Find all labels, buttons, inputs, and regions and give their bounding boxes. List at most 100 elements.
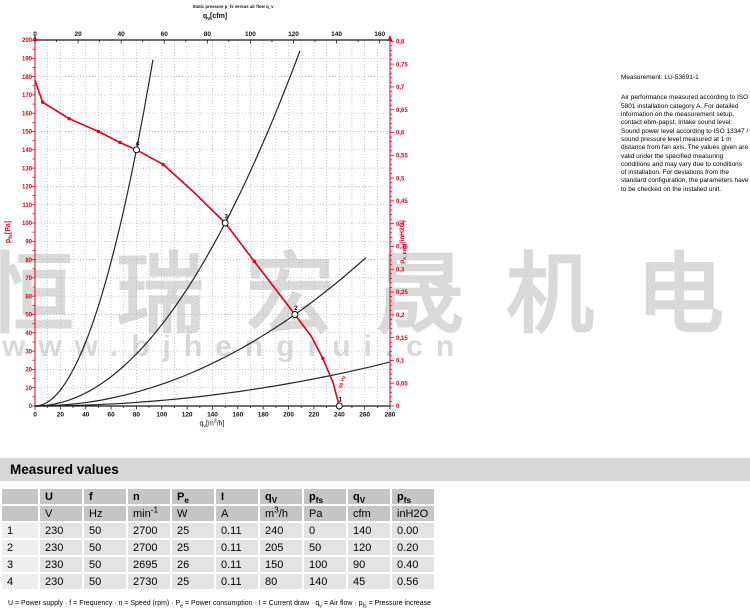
table-cell: 90 xyxy=(348,557,390,572)
row-label-cell xyxy=(2,506,38,521)
table-cell: 230 xyxy=(40,540,82,555)
table-cell: 50 xyxy=(304,540,346,555)
left-tick-label: 90 xyxy=(25,240,32,246)
right-axis-arrow-icon xyxy=(387,35,393,41)
top-tick-label: 0 xyxy=(33,31,37,38)
left-tick-label: 140 xyxy=(22,148,33,154)
system-resistance-curve xyxy=(34,257,367,407)
bottom-tick-label: 200 xyxy=(283,412,294,419)
performance-chart: 0102030405060708090100110120130140150160… xyxy=(5,4,408,430)
top-tick-label: 80 xyxy=(204,31,212,38)
table-cell: 140 xyxy=(304,574,346,589)
bottom-tick-label: 0 xyxy=(33,412,37,419)
bottom-tick-label: 20 xyxy=(57,412,65,419)
top-tick-label: 120 xyxy=(288,31,299,38)
table-cell: n xyxy=(128,489,170,504)
table-row: 1 230 50 2700 25 0.11 240 0 140 0.00 xyxy=(2,523,434,538)
table-cell: 0.11 xyxy=(216,557,258,572)
table-cell: 2700 xyxy=(128,540,170,555)
right-tick-label: 0,5 xyxy=(396,176,405,182)
top-tick-label: 160 xyxy=(374,31,385,38)
right-axis-title: ps_EBM[inH2O] xyxy=(399,220,408,264)
bottom-tick-label: 120 xyxy=(182,412,193,419)
system-resistance-curve xyxy=(34,59,154,407)
table-cell: I xyxy=(216,489,258,504)
right-tick-label: 0,05 xyxy=(396,381,408,387)
table-cell: Pa xyxy=(304,506,346,521)
left-tick-label: 180 xyxy=(22,75,33,81)
table-cell: Pe xyxy=(172,489,214,504)
operating-point-marker xyxy=(335,402,343,410)
table-cell: cfm xyxy=(348,506,390,521)
left-tick-label: 110 xyxy=(22,203,32,209)
left-tick-label: 20 xyxy=(25,368,32,374)
measured-point-dot xyxy=(252,259,257,264)
measured-values-title: Measured values xyxy=(10,462,119,477)
row-label-cell: 3 xyxy=(2,557,38,572)
table-cell: 50 xyxy=(84,557,126,572)
measured-point-dot xyxy=(161,162,165,167)
left-tick-label: 170 xyxy=(22,93,33,99)
left-tick-label: 100 xyxy=(22,221,33,227)
left-tick-label: 80 xyxy=(25,258,32,264)
operating-point-marker xyxy=(221,219,229,227)
right-tick-label: 0 xyxy=(396,404,400,410)
operating-point-number: 4 xyxy=(136,140,140,147)
operating-point-marker xyxy=(132,146,140,154)
right-tick-label: 0,1 xyxy=(396,359,405,365)
table-cell: 0.00 xyxy=(392,523,434,538)
table-cell: 240 xyxy=(260,523,302,538)
table-cell: 80 xyxy=(260,574,302,589)
measured-point-dot xyxy=(67,116,71,121)
right-tick-label: 0,15 xyxy=(396,336,408,342)
table-cell: 230 xyxy=(40,574,82,589)
measured-point-dot xyxy=(40,100,45,104)
left-tick-label: 30 xyxy=(25,349,32,355)
right-tick-label: 0,45 xyxy=(396,199,408,205)
table-cell: 0.56 xyxy=(392,574,434,589)
table-cell: 230 xyxy=(40,557,82,572)
top-axis-title: qv[cfm] xyxy=(203,13,227,22)
right-tick-label: 0,35 xyxy=(396,245,408,251)
bottom-tick-label: 80 xyxy=(133,412,141,419)
table-cell: 0.11 xyxy=(216,574,258,589)
table-cell: 50 xyxy=(84,523,126,538)
operating-point-number: 1 xyxy=(338,397,342,404)
row-label-cell xyxy=(2,489,38,504)
table-cell: 25 xyxy=(172,523,214,538)
table-cell: 50 xyxy=(84,574,126,589)
table-cell: 150 xyxy=(260,557,302,572)
left-tick-label: 10 xyxy=(25,386,32,392)
left-tick-label: 200 xyxy=(22,38,33,44)
measured-values-band: Measured values xyxy=(0,458,750,481)
table-cell: 2730 xyxy=(128,574,170,589)
table-cell: 50 xyxy=(84,540,126,555)
bottom-axis-title: qv[m3/h] xyxy=(199,419,224,430)
table-cell: m3/h xyxy=(260,506,302,521)
row-label-cell: 1 xyxy=(2,523,38,538)
fan-curve-label: 50 Hz xyxy=(338,374,347,389)
row-label-cell: 2 xyxy=(2,540,38,555)
right-tick-label: 0,2 xyxy=(396,313,405,319)
right-tick-label: 0,3 xyxy=(396,267,405,273)
right-tick-label: 0,75 xyxy=(396,62,408,68)
operating-point-number: 3 xyxy=(224,214,228,221)
bottom-tick-label: 240 xyxy=(334,412,345,419)
bottom-tick-label: 180 xyxy=(258,412,269,419)
table-cell: 2695 xyxy=(128,557,170,572)
table-cell: V xyxy=(40,506,82,521)
bottom-tick-label: 60 xyxy=(107,412,115,419)
measured-point-dot xyxy=(118,140,122,145)
left-tick-label: 0 xyxy=(29,404,33,410)
table-cell: A xyxy=(216,506,258,521)
table-cell: 0.20 xyxy=(392,540,434,555)
top-tick-label: 20 xyxy=(74,31,82,38)
right-tick-label: 0,65 xyxy=(396,108,408,114)
top-tick-label: 100 xyxy=(245,31,256,38)
measurement-id: Measurement: LU-53691-1 xyxy=(621,74,699,81)
left-tick-label: 160 xyxy=(22,111,33,117)
left-tick-label: 70 xyxy=(25,276,32,282)
top-tick-label: 140 xyxy=(331,31,342,38)
